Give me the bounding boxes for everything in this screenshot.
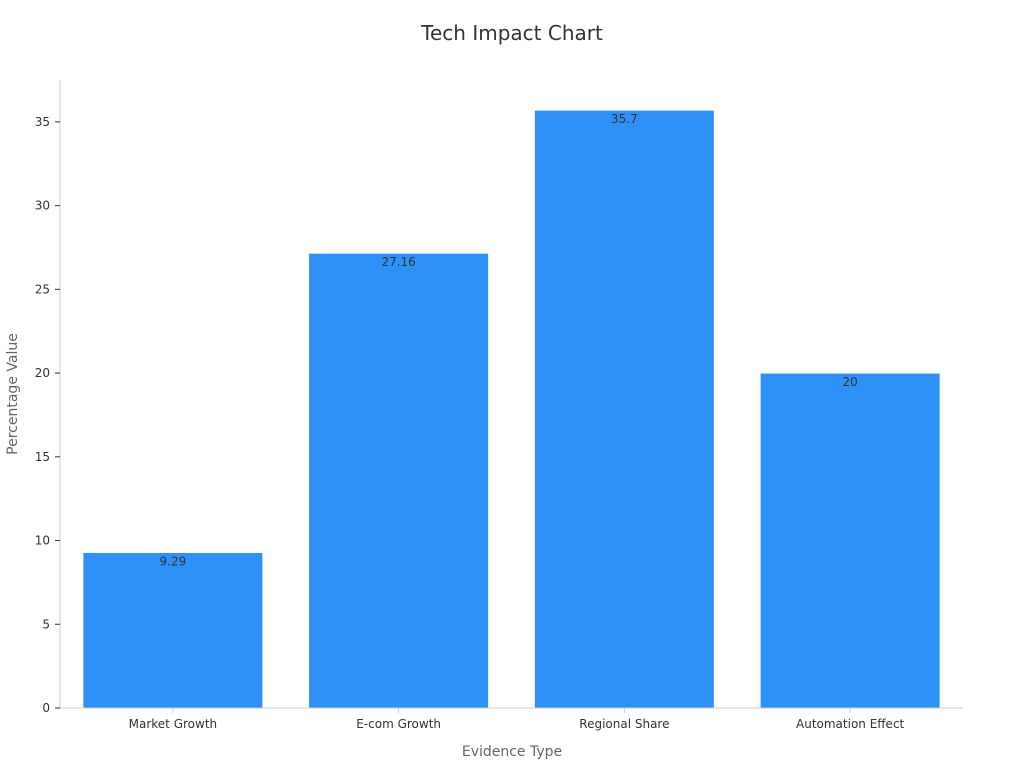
x-axis-ticks: Market Growth E-com Growth Regional Share A… [129,708,905,731]
y-tick-label: 25 [35,282,50,296]
data-labels-layer: 9.29 27.16 35.7 20 [160,112,858,568]
y-axis-ticks: 0 5 10 15 20 25 30 35 [35,115,60,715]
data-label: 20 [842,375,857,389]
x-tick-label: Regional Share [579,717,669,731]
bar-regional-share[interactable] [533,109,715,709]
x-axis-title: Evidence Type [462,744,562,760]
data-label: 27.16 [381,255,415,269]
data-label: 35.7 [611,112,638,126]
y-tick-label: 20 [35,366,50,380]
bar-automation-effect[interactable] [759,372,941,709]
bar-market-growth[interactable] [82,551,264,709]
y-tick-label: 35 [35,115,50,129]
y-tick-label: 0 [42,701,50,715]
data-label: 9.29 [160,554,187,568]
x-tick-label: E-com Growth [356,717,441,731]
x-tick-label: Market Growth [129,717,218,731]
bar-e-com-growth[interactable] [308,252,490,709]
y-tick-label: 10 [35,534,50,548]
y-tick-label: 15 [35,450,50,464]
y-tick-label: 5 [42,617,50,631]
y-tick-label: 30 [35,199,50,213]
x-tick-label: Automation Effect [796,717,905,731]
y-axis-title: Percentage Value [5,333,21,455]
bars-layer [82,109,941,709]
chart-title: Tech Impact Chart [420,21,603,45]
